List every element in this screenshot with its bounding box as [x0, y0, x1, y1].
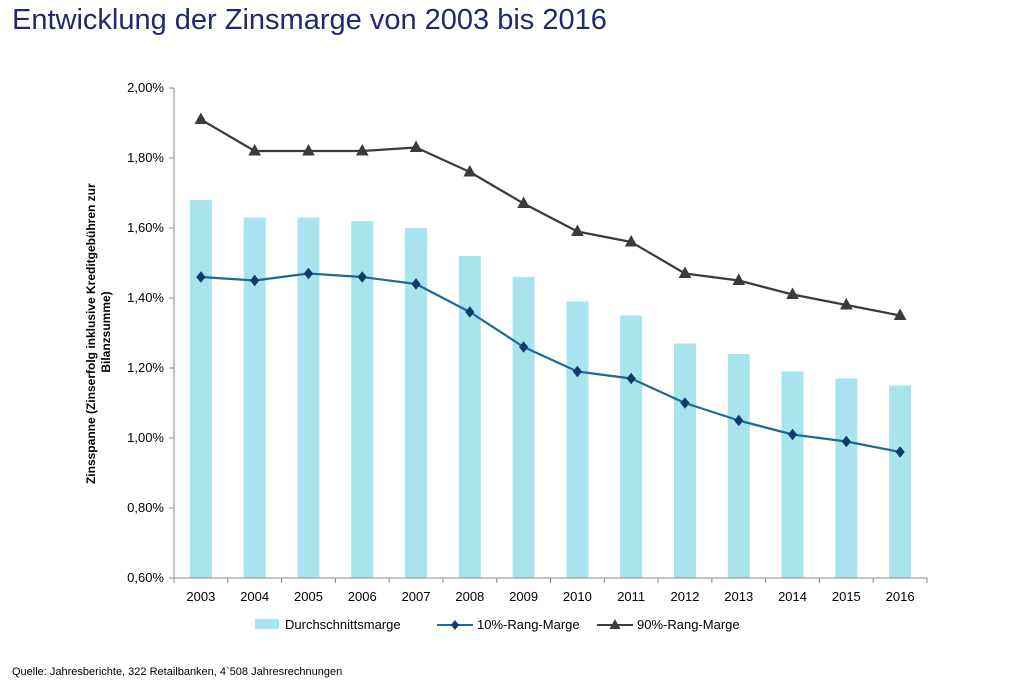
- rang-10-point: [841, 435, 851, 448]
- y-tick-label: 0,80%: [127, 500, 164, 515]
- rang-10-point: [411, 278, 421, 290]
- rang-10-point: [518, 341, 529, 353]
- x-tick-label: 2011: [617, 589, 645, 604]
- legend-label-durchschnittsmarge: Durchschnittsmarge: [285, 617, 401, 632]
- y-tick-label: 1,60%: [127, 220, 164, 235]
- y-axis-label-line-2: Bilanzsumme): [99, 291, 113, 372]
- x-tick-label: 2005: [294, 589, 323, 604]
- rang-10-point: [572, 365, 583, 378]
- legend-marker-10: [451, 620, 459, 630]
- x-tick-label: 2008: [455, 589, 484, 604]
- bar-durchschnittsmarge: [405, 228, 428, 578]
- rang-90-point: [678, 266, 692, 278]
- rang-90-point: [893, 308, 907, 320]
- y-axis-label: Zinsspanne (Zinserfolg inklusive Kreditg…: [84, 180, 113, 484]
- bar-durchschnittsmarge: [889, 385, 912, 578]
- x-tick-label: 2016: [886, 589, 915, 604]
- rang-10-point: [734, 414, 744, 427]
- rang-90-point: [732, 273, 746, 285]
- rang-90-point: [409, 140, 423, 152]
- x-tick-label: 2010: [563, 589, 592, 604]
- bar-durchschnittsmarge: [243, 217, 266, 578]
- legend: Durchschnittsmarge 10%-Rang-Marge 90%-Rang…: [255, 617, 740, 632]
- y-tick-labels: 0,60% 0,80% 1,00% 1,20% 1,40% 1,60% 1,80% 2,00%: [127, 80, 174, 585]
- x-tick-label: 2014: [778, 589, 807, 604]
- x-tick-label: 2006: [348, 589, 377, 604]
- rang-90-line: [200, 118, 901, 317]
- rang-90-point: [355, 143, 369, 156]
- rang-10-point: [357, 271, 367, 283]
- rang-10-point: [787, 428, 798, 441]
- y-tick-label: 0,60%: [127, 570, 164, 585]
- y-tick-label: 2,00%: [127, 80, 164, 95]
- chart-title: Entwicklung der Zinsmarge von 2003 bis 2…: [12, 4, 607, 36]
- rang-90-point: [786, 287, 799, 299]
- bar-durchschnittsmarge: [351, 221, 374, 578]
- bar-durchschnittsmarge: [727, 354, 750, 578]
- y-tick-label: 1,80%: [127, 150, 164, 165]
- legend-marker-90: [609, 619, 621, 629]
- x-tick-label: 2003: [186, 589, 215, 604]
- x-tick-label: 2015: [832, 589, 861, 604]
- bar-durchschnittsmarge: [781, 371, 804, 578]
- y-axis-label-line-1: Zinsspanne (Zinserfolg inklusive Kreditg…: [84, 183, 98, 484]
- x-tick-label: 2007: [402, 589, 431, 604]
- rang-90-point: [248, 143, 262, 156]
- y-tick-label: 1,20%: [127, 360, 164, 375]
- bar-durchschnittsmarge: [673, 343, 696, 578]
- bar-durchschnittsmarge: [297, 217, 320, 578]
- rang-90-point: [571, 224, 584, 236]
- axes-layer: [173, 88, 927, 579]
- x-tick-label: 2012: [671, 589, 700, 604]
- legend-label-90: 90%-Rang-Marge: [637, 617, 740, 632]
- source-note: Quelle: Jahresberichte, 322 Retailbanken…: [12, 666, 343, 678]
- x-tick-label: 2013: [724, 589, 753, 604]
- rang-90-point: [302, 143, 315, 156]
- rang-10-point: [250, 274, 260, 287]
- rang-90-point: [839, 297, 853, 310]
- bar-durchschnittsmarge: [566, 301, 589, 578]
- bar-durchschnittsmarge: [512, 277, 535, 578]
- rang-10-line: [200, 272, 901, 454]
- rang-10-point: [895, 446, 905, 458]
- rang-90-point: [463, 164, 477, 177]
- rang-90-point: [517, 196, 530, 208]
- bar-durchschnittsmarge: [835, 378, 858, 578]
- x-tick-label: 2004: [240, 589, 269, 604]
- bar-durchschnittsmarge: [458, 256, 481, 578]
- rang-10-point: [680, 397, 690, 409]
- rang-10-point: [626, 372, 636, 385]
- y-tick-label: 1,00%: [127, 430, 164, 445]
- x-tick-label: 2009: [509, 589, 538, 604]
- rang-10-point: [303, 267, 314, 280]
- y-tick-label: 1,40%: [127, 290, 164, 305]
- x-tick-labels: 2003 2004 2005 2006 2007 2008 2009 2010 2011 2012…: [173, 578, 928, 604]
- rang-10-point: [465, 306, 475, 318]
- legend-label-10: 10%-Rang-Marge: [477, 617, 580, 632]
- lines-layer: [194, 112, 907, 458]
- bar-durchschnittsmarge: [620, 315, 643, 578]
- bar-durchschnittsmarge: [189, 200, 212, 578]
- rang-90-point: [194, 112, 208, 124]
- bars-layer: [189, 200, 912, 578]
- rang-90-point: [624, 234, 638, 247]
- legend-swatch-durchschnittsmarge: [255, 619, 279, 629]
- rang-10-point: [196, 271, 206, 283]
